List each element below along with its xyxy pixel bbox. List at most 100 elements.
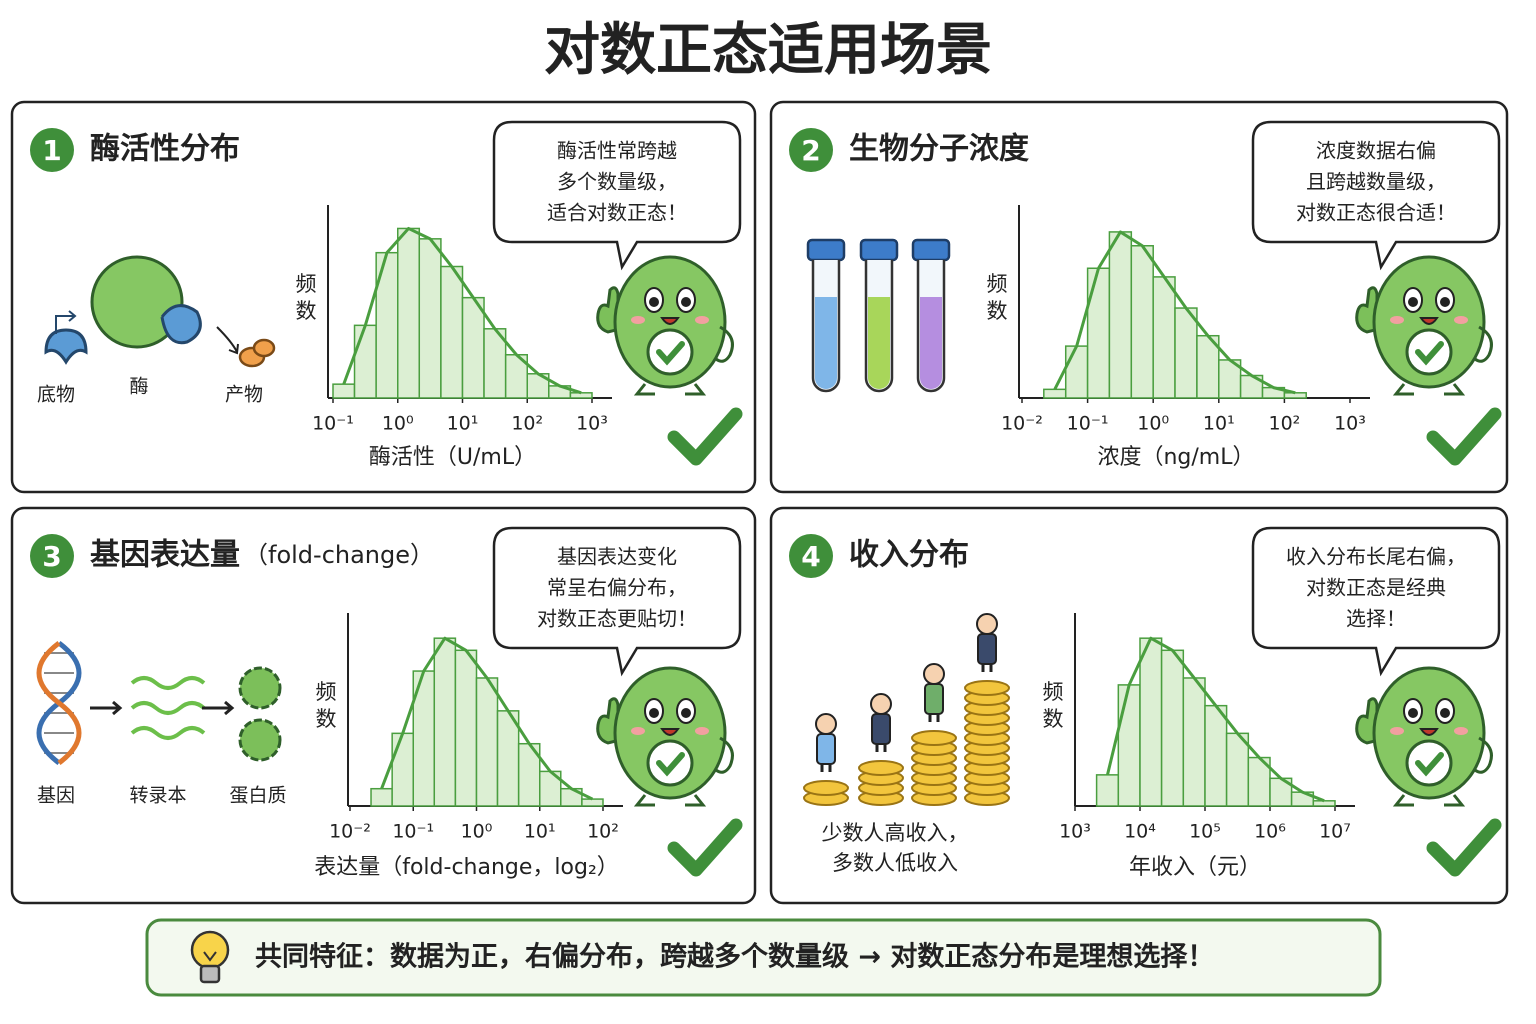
mascot-pupil (681, 297, 691, 307)
mascot-mouth (660, 728, 680, 736)
panel-badge (30, 534, 74, 578)
histogram-bar (1182, 677, 1206, 807)
mascot-feet (1392, 794, 1466, 807)
panel-number: 3 (42, 540, 61, 573)
panel-number: 1 (42, 134, 61, 167)
y-axis-label: 频数 (293, 273, 317, 327)
transcript (130, 701, 206, 715)
illustration-label: 基因 (37, 785, 75, 807)
histogram-bar (1312, 800, 1336, 807)
histogram-bar (1139, 637, 1163, 807)
histogram-bar (1174, 307, 1198, 399)
enzyme (90, 255, 184, 349)
tube-liquid (920, 297, 942, 389)
histogram-bar (1204, 704, 1228, 807)
x-axis-label: 年收入（元） (1129, 855, 1261, 880)
x-tick-label: 10² (1269, 413, 1301, 435)
big-check (1426, 407, 1502, 466)
mascot-pupil (1440, 297, 1450, 307)
illustration-label: 底物 (37, 384, 75, 406)
x-tick-label: 10⁻¹ (392, 821, 434, 843)
bubble-text: 对数正态很合适！ (1296, 201, 1456, 225)
person-head (870, 693, 892, 715)
bubble-text: 常呈右偏分布， (547, 576, 687, 600)
mascot-badge (1405, 328, 1453, 376)
speech-bubble (1251, 120, 1501, 271)
x-tick-label: 10¹ (524, 821, 556, 843)
panel-title: 收入分布 (849, 538, 969, 573)
illustration-label: 少数人高收入， (822, 821, 969, 845)
mascot-arm (1474, 325, 1493, 363)
x-tick-label: 10⁷ (1319, 821, 1351, 843)
arrow (216, 326, 239, 355)
dna-strand (36, 641, 82, 765)
mascot-feet (633, 794, 707, 807)
person-legs (981, 664, 993, 672)
histogram-bar (1130, 245, 1154, 399)
bubble-text: 浓度数据右偏 (1316, 139, 1436, 163)
transcript (130, 726, 206, 740)
mascot-badge (1405, 739, 1453, 787)
person-head (923, 663, 945, 685)
mascot-arm (715, 736, 734, 774)
transcript (130, 676, 206, 690)
mascot-pupil (1408, 297, 1418, 307)
density-curve (342, 226, 582, 395)
mascot-check (656, 341, 685, 366)
histogram-bar (433, 637, 457, 807)
histogram-bar (370, 787, 393, 807)
footer-text: 共同特征：数据为正，右偏分布，跨越多个数量级 → 对数正态分布是理想选择！ (255, 941, 1214, 973)
panel-badge (789, 534, 833, 578)
illustration-label: 产物 (225, 384, 263, 406)
protein (238, 718, 282, 762)
illustration-label: 蛋白质 (229, 785, 286, 807)
mascot-feet (633, 383, 707, 396)
substrate-bound (160, 304, 202, 345)
bubble-text: 对数正态是经典 (1306, 576, 1446, 600)
panel-number: 4 (801, 540, 820, 573)
arrow (90, 700, 123, 716)
coin (803, 780, 849, 796)
person-head (815, 713, 837, 735)
histogram-bar (1225, 732, 1250, 807)
panel-title: 酶活性分布 (90, 132, 240, 167)
panel-title: 生物分子浓度 (849, 132, 1029, 167)
bubble-text: 收入分布长尾右偏， (1286, 545, 1466, 569)
x-tick-label: 10⁰ (1137, 413, 1169, 435)
panel-title-note: （fold-change） (244, 541, 434, 569)
mascot-cheek (631, 316, 645, 324)
histogram-bar (1152, 276, 1176, 399)
mascot-cheek (695, 316, 709, 324)
panel-badge (789, 128, 833, 172)
person-body (816, 733, 836, 765)
mascot-cheek (1454, 727, 1468, 735)
mascot-mouth (1419, 317, 1439, 325)
panel-title: 基因表达量 (90, 538, 240, 573)
mascot-check (656, 752, 685, 777)
x-axis-label: 浓度（ng/mL） (1097, 445, 1254, 470)
mascot-pupil (1408, 708, 1418, 718)
illustration-label: 转录本 (129, 785, 186, 807)
coin (858, 760, 904, 776)
mascot-cheek (695, 727, 709, 735)
product (252, 338, 276, 358)
y-axis-label: 频数 (313, 681, 337, 735)
histogram-bar (461, 296, 485, 399)
histogram-bar (1095, 774, 1120, 807)
speech-bubble (492, 526, 742, 677)
mascot-arm (715, 325, 734, 363)
big-check (667, 407, 743, 466)
page-title: 对数正态适用场景 (544, 18, 992, 83)
person-head (976, 613, 998, 635)
mascot-feet (1392, 383, 1466, 396)
histogram-bar (353, 324, 377, 399)
histogram-bar (1043, 388, 1067, 399)
x-tick-label: 10² (587, 821, 619, 843)
mascot-check (1415, 752, 1444, 777)
protein (238, 666, 282, 710)
x-tick-label: 10⁻² (1001, 413, 1043, 435)
